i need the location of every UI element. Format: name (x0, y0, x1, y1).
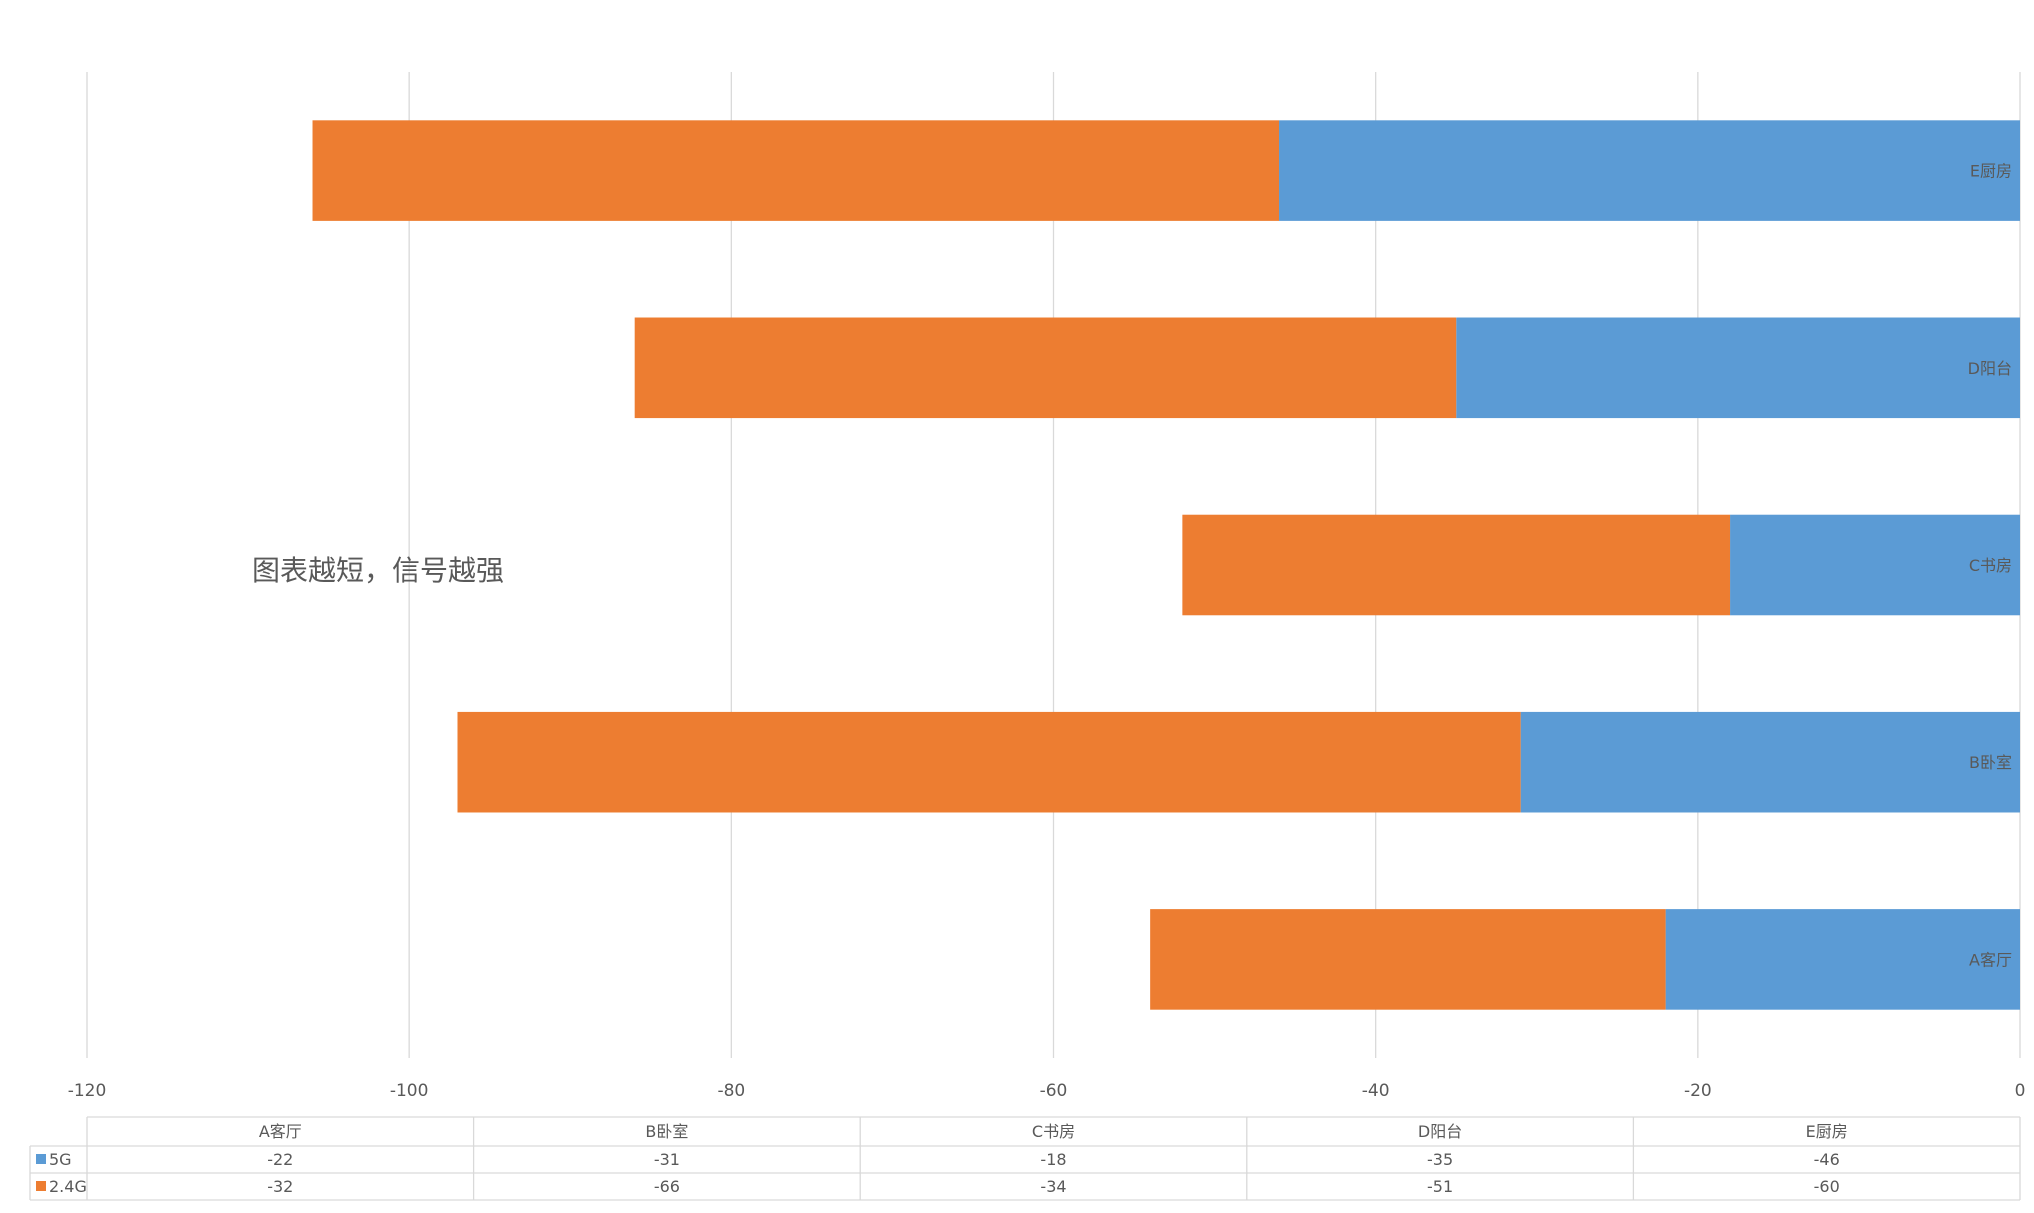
x-tick-label: -100 (390, 1081, 429, 1101)
x-tick-label: -40 (1362, 1081, 1390, 1101)
bar-5g (1520, 711, 2020, 813)
table-header-cell: B卧室 (645, 1122, 688, 1141)
table-value-cell: -46 (1814, 1150, 1840, 1169)
table-header-cell: C书房 (1032, 1122, 1075, 1141)
category-label: A客厅 (1969, 950, 2012, 969)
category-label: B卧室 (1969, 753, 2012, 772)
x-tick-label: -60 (1040, 1081, 1068, 1101)
table-header-cell: E厨房 (1806, 1122, 1848, 1141)
legend-label: 5G (49, 1150, 72, 1169)
bar-layer (312, 120, 2020, 1010)
bar-5g (1665, 909, 2020, 1010)
bar-5g (1456, 317, 2020, 419)
legend-swatch (36, 1181, 46, 1191)
table-value-cell: -31 (654, 1150, 680, 1169)
x-tick-label: -20 (1684, 1081, 1712, 1101)
table-value-cell: -66 (654, 1177, 680, 1196)
table-value-cell: -60 (1814, 1177, 1840, 1196)
legend-swatch (36, 1154, 46, 1164)
chart-annotation: 图表越短，信号越强 (252, 554, 504, 587)
x-tick-label: -80 (717, 1081, 745, 1101)
table-value-cell: -22 (267, 1150, 293, 1169)
x-tick-label: -120 (68, 1081, 107, 1101)
bar-2-4g (457, 711, 1521, 813)
table-value-cell: -34 (1040, 1177, 1066, 1196)
bar-5g (1730, 514, 2020, 616)
bar-2-4g (1182, 514, 1731, 616)
x-tick-label: 0 (2015, 1081, 2026, 1101)
category-label: E厨房 (1970, 162, 2012, 181)
legend-label: 2.4G (49, 1177, 87, 1196)
table-header-cell: A客厅 (259, 1122, 302, 1141)
bar-2-4g (1150, 909, 1666, 1010)
data-table: A客厅 B卧室 C书房 D阳台 E厨房 5G -22 -31 -18 -35 -46 2.4G -32 -… (29, 1116, 2021, 1201)
table-value-cell: -18 (1040, 1150, 1066, 1169)
table-value-cell: -51 (1427, 1177, 1453, 1196)
label-layer: -120 -100 -80 -60 -40 -20 0 A客厅 B卧室 C书房 D阳台 E厨房 (68, 162, 2026, 1101)
category-label: D阳台 (1968, 359, 2012, 378)
table-value-cell: -35 (1427, 1150, 1453, 1169)
table-header-cell: D阳台 (1418, 1122, 1462, 1141)
bar-2-4g (634, 317, 1457, 419)
bar-5g (1279, 120, 2020, 221)
bar-2-4g (312, 120, 1280, 221)
category-label: C书房 (1969, 556, 2012, 575)
table-value-cell: -32 (267, 1177, 293, 1196)
